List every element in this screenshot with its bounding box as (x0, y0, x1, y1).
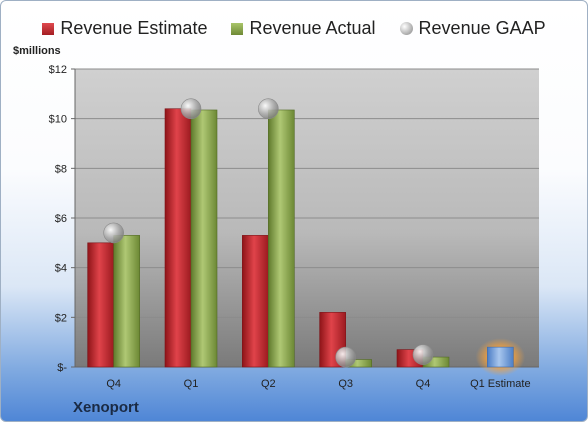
legend-label-gaap: Revenue GAAP (418, 18, 546, 38)
y-tick-label: $10 (49, 114, 67, 126)
x-tick-label: Q3 (338, 378, 353, 390)
marker-revenue-gaap (335, 346, 356, 368)
bar-revenue-actual (113, 235, 140, 368)
x-tick-label: Q4 (416, 378, 431, 390)
legend-label-actual: Revenue Actual (249, 18, 376, 38)
legend-swatch-gaap (399, 22, 413, 35)
x-tick-label: Q2 (261, 378, 276, 390)
marker-revenue-gaap (258, 98, 279, 120)
legend-item-estimate: Revenue Estimate (42, 18, 207, 39)
x-tick-label: Q1 (184, 378, 199, 390)
legend-item-gaap: Revenue GAAP (399, 18, 546, 39)
legend-swatch-actual (231, 22, 244, 35)
legend-swatch-estimate (42, 22, 55, 35)
legend-label-estimate: Revenue Estimate (60, 18, 208, 38)
y-tick-label: $2 (55, 312, 67, 324)
bar-revenue-forecast (487, 346, 514, 368)
company-name: Xenoport (73, 399, 139, 416)
marker-revenue-gaap (180, 98, 202, 120)
bar-revenue-estimate (242, 235, 269, 368)
y-tick-label: $8 (55, 163, 67, 175)
x-tick-label: Q4 (106, 378, 121, 390)
marker-revenue-gaap (412, 344, 434, 365)
legend-item-actual: Revenue Actual (231, 18, 376, 39)
y-tick-label: $4 (55, 263, 67, 275)
y-axis-unit-label: $millions (13, 45, 61, 57)
bar-revenue-estimate (164, 108, 192, 368)
y-tick-label: $6 (55, 213, 67, 225)
y-tick-label: $12 (49, 64, 67, 76)
marker-revenue-gaap (103, 222, 124, 244)
legend: Revenue Estimate Revenue Actual Revenue … (1, 18, 587, 39)
y-tick-label: $- (57, 362, 67, 374)
bar-revenue-actual (268, 109, 295, 368)
x-tick-label: Q1 Estimate (470, 378, 531, 390)
bar-revenue-estimate (87, 242, 114, 368)
bar-revenue-actual (190, 109, 218, 368)
